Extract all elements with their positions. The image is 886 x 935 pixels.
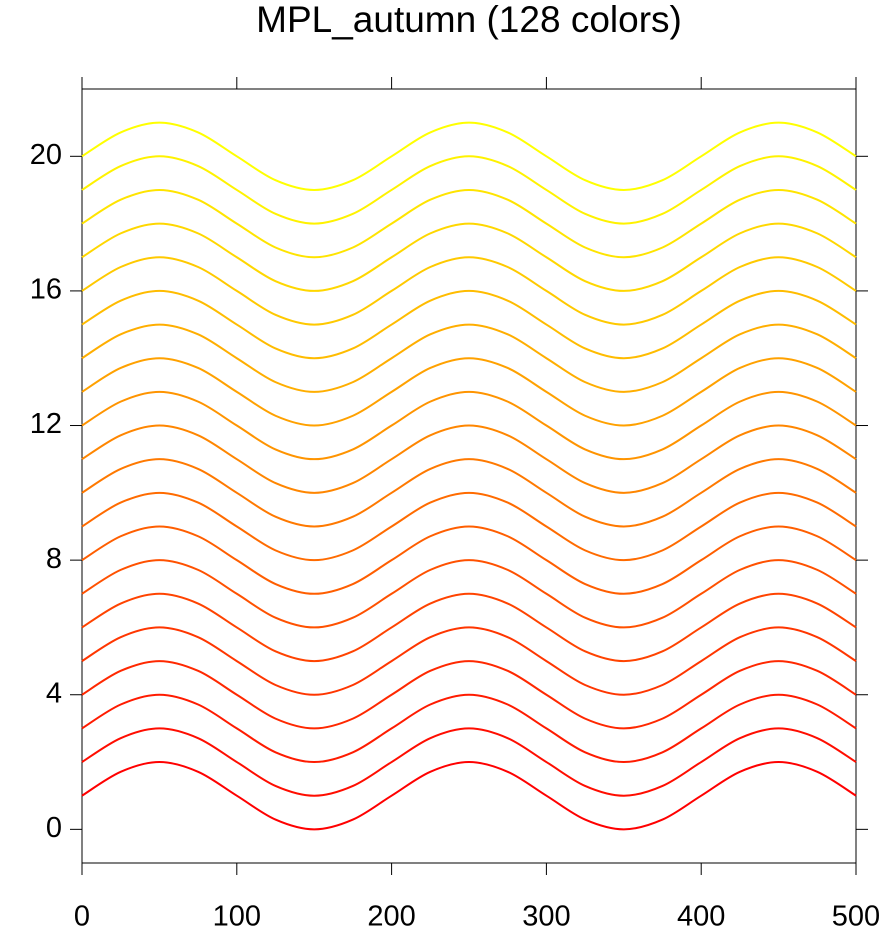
y-tick-label: 8 [46, 543, 62, 575]
line [81, 323, 857, 393]
line [81, 424, 857, 494]
line [81, 525, 857, 595]
line [81, 458, 857, 528]
x-tick-label: 200 [367, 901, 415, 933]
x-tick-label: 500 [832, 901, 880, 933]
line [81, 289, 857, 360]
line [81, 693, 857, 764]
line [81, 491, 857, 562]
line [81, 188, 857, 259]
x-tick-label: 300 [522, 901, 570, 933]
x-tick-label: 100 [213, 901, 261, 933]
y-tick-label: 20 [30, 139, 62, 171]
line [81, 660, 857, 730]
line [81, 222, 857, 292]
chart-title: MPL_autumn (128 colors) [256, 0, 682, 40]
line [81, 390, 857, 461]
line [81, 559, 857, 629]
line [81, 256, 857, 326]
y-tick-label: 4 [46, 677, 62, 709]
line [81, 592, 857, 663]
line [81, 155, 857, 225]
y-tick-label: 0 [46, 812, 62, 844]
line [81, 761, 857, 831]
x-tick-label: 0 [74, 901, 90, 933]
line [81, 626, 857, 696]
line [81, 727, 857, 797]
plot-frame [81, 88, 857, 864]
y-tick-label: 12 [30, 408, 62, 440]
line [81, 121, 857, 191]
x-tick-label: 400 [677, 901, 725, 933]
y-tick-label: 16 [30, 274, 62, 306]
line [81, 357, 857, 427]
